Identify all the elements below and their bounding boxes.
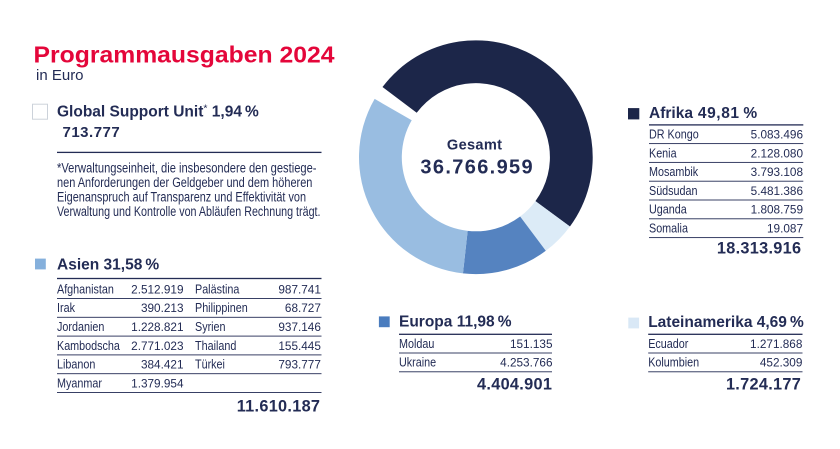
svg-text:Syrien: Syrien bbox=[195, 320, 226, 334]
svg-text:19.087: 19.087 bbox=[767, 221, 803, 235]
svg-text:2.771.023: 2.771.023 bbox=[131, 339, 184, 353]
svg-text:nen Anforderungen der Geldgebe: nen Anforderungen der Geldgeber und dem … bbox=[57, 175, 312, 190]
svg-text:390.213: 390.213 bbox=[141, 301, 184, 315]
svg-text:713.777: 713.777 bbox=[63, 124, 121, 141]
svg-text:4.253.766: 4.253.766 bbox=[500, 355, 553, 369]
svg-text:Global Support Unit* 1,94 %: Global Support Unit* 1,94 % bbox=[57, 103, 259, 121]
svg-text:Afrika 49,81 %: Afrika 49,81 % bbox=[649, 105, 758, 122]
svg-text:68.727: 68.727 bbox=[285, 301, 321, 315]
svg-text:151.135: 151.135 bbox=[510, 337, 553, 351]
svg-text:Libanon: Libanon bbox=[57, 358, 95, 372]
svg-text:Myanmar: Myanmar bbox=[57, 377, 102, 391]
svg-text:3.793.108: 3.793.108 bbox=[751, 165, 804, 179]
svg-text:*Verwaltungseinheit, die insbe: *Verwaltungseinheit, die insbesondere de… bbox=[57, 160, 317, 175]
svg-text:Somalia: Somalia bbox=[649, 222, 688, 236]
svg-text:Lateinamerika 4,69 %: Lateinamerika 4,69 % bbox=[648, 314, 804, 331]
svg-text:Afghanistan: Afghanistan bbox=[57, 283, 114, 297]
svg-text:4.404.901: 4.404.901 bbox=[477, 375, 552, 393]
svg-text:11.610.187: 11.610.187 bbox=[237, 398, 321, 416]
svg-text:Kambodscha: Kambodscha bbox=[57, 339, 120, 353]
svg-text:1.379.954: 1.379.954 bbox=[131, 376, 184, 390]
svg-text:452.309: 452.309 bbox=[760, 355, 803, 369]
svg-text:Gesamt: Gesamt bbox=[447, 137, 502, 153]
svg-text:Thailand: Thailand bbox=[195, 339, 236, 353]
svg-text:Jordanien: Jordanien bbox=[57, 320, 104, 334]
svg-text:Ukraine: Ukraine bbox=[399, 356, 437, 370]
svg-text:Eigenanspruch auf Transparenz: Eigenanspruch auf Transparenz und Effekt… bbox=[57, 189, 306, 204]
svg-text:Türkei: Türkei bbox=[195, 358, 225, 372]
svg-text:793.777: 793.777 bbox=[278, 357, 321, 371]
svg-text:Kolumbien: Kolumbien bbox=[648, 356, 699, 370]
svg-text:36.766.959: 36.766.959 bbox=[420, 157, 534, 179]
svg-text:1.271.868: 1.271.868 bbox=[750, 337, 803, 351]
svg-text:Kenia: Kenia bbox=[649, 147, 677, 161]
svg-text:Mosambik: Mosambik bbox=[649, 165, 698, 179]
svg-text:155.445: 155.445 bbox=[278, 339, 321, 353]
svg-text:DR Kongo: DR Kongo bbox=[649, 128, 699, 142]
svg-text:2.128.080: 2.128.080 bbox=[751, 146, 804, 160]
svg-text:5.481.386: 5.481.386 bbox=[751, 184, 804, 198]
svg-text:1.724.177: 1.724.177 bbox=[726, 375, 801, 393]
svg-text:Asien 31,58 %: Asien 31,58 % bbox=[57, 257, 159, 274]
svg-text:Südsudan: Südsudan bbox=[649, 184, 698, 198]
svg-text:18.313.916: 18.313.916 bbox=[717, 240, 802, 258]
svg-text:Irak: Irak bbox=[57, 301, 75, 315]
svg-text:2.512.919: 2.512.919 bbox=[131, 282, 184, 296]
svg-text:Ecuador: Ecuador bbox=[648, 337, 688, 351]
svg-text:987.741: 987.741 bbox=[278, 282, 321, 296]
svg-text:Europa 11,98 %: Europa 11,98 % bbox=[399, 314, 512, 331]
svg-text:5.083.496: 5.083.496 bbox=[751, 127, 804, 141]
svg-text:937.146: 937.146 bbox=[278, 320, 321, 334]
svg-text:Verwaltung und Kontrolle von A: Verwaltung und Kontrolle von Abläufen Re… bbox=[57, 204, 321, 219]
svg-text:in Euro: in Euro bbox=[36, 67, 84, 84]
svg-text:Programmausgaben 2024: Programmausgaben 2024 bbox=[34, 41, 335, 67]
svg-text:Philippinen: Philippinen bbox=[195, 301, 248, 315]
svg-text:Uganda: Uganda bbox=[649, 203, 687, 217]
svg-text:1.808.759: 1.808.759 bbox=[751, 202, 804, 216]
svg-text:Palästina: Palästina bbox=[195, 283, 240, 297]
svg-text:Moldau: Moldau bbox=[399, 337, 434, 351]
svg-text:384.421: 384.421 bbox=[141, 357, 184, 371]
svg-text:1.228.821: 1.228.821 bbox=[131, 320, 184, 334]
